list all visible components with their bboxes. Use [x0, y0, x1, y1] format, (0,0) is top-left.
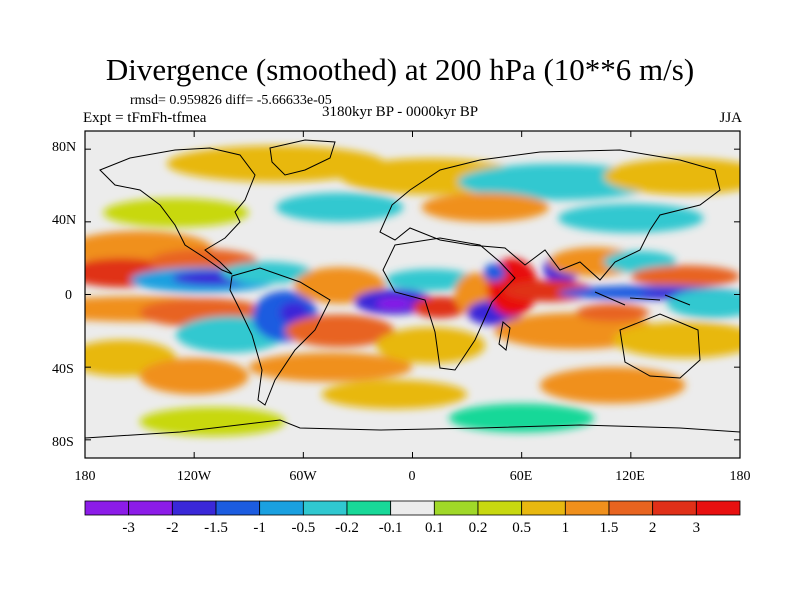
field-region-3	[603, 158, 740, 195]
coast-indonesia	[594, 291, 691, 306]
colorbar-swatch	[84, 500, 130, 516]
coast-africa	[382, 237, 516, 371]
y-tick-label-80n: 80N	[52, 140, 77, 155]
field-region-36	[630, 265, 740, 288]
colorbar-swatch	[564, 500, 610, 516]
field-region-45	[539, 367, 686, 404]
colorbar-label: 0.2	[468, 520, 488, 536]
field-region-4	[103, 198, 249, 228]
colorbar-swatch	[346, 500, 392, 516]
field-region-31	[483, 263, 506, 282]
field-region-46	[321, 379, 468, 409]
field-region-22	[285, 314, 395, 348]
colorbar-label: -1	[253, 520, 266, 536]
coast-north-america	[99, 147, 256, 275]
colorbar-swatch	[521, 500, 566, 516]
x-tick-label-180w: 180	[74, 469, 96, 484]
field-region-39	[667, 289, 740, 319]
field-region-24	[376, 327, 486, 364]
colorbar-swatch	[652, 500, 697, 516]
coast-greenland	[269, 139, 336, 176]
colorbar-swatch	[433, 500, 479, 516]
colorbar-label: 1	[561, 520, 570, 536]
colorbar-swatch	[608, 500, 654, 516]
field-region-21	[376, 298, 413, 310]
field-region-7	[558, 203, 704, 233]
x-tick-label-60w: 60W	[289, 469, 317, 484]
colorbar-label: 0.1	[424, 520, 444, 536]
y-tick-label-40s: 40S	[52, 362, 74, 377]
colorbar-swatch	[128, 500, 173, 516]
colorbar	[84, 500, 741, 516]
colorbar-label: 0.5	[512, 520, 532, 536]
colorbar-label: 3	[692, 520, 701, 536]
y-tick-label-0: 0	[65, 288, 72, 303]
colorbar-label: -1.5	[204, 520, 228, 536]
rmsd-stats: rmsd= 0.959826 diff= -5.66633e-05	[130, 93, 332, 108]
colorbar-swatch	[477, 500, 523, 516]
colorbar-label: -3	[122, 520, 135, 536]
coast-madagascar	[498, 321, 511, 351]
coast-south-america	[229, 267, 331, 406]
colorbar-label: -0.2	[335, 520, 359, 536]
field-region-5	[276, 192, 404, 222]
colorbar-label: 2	[648, 520, 657, 536]
field-region-6	[421, 192, 549, 222]
coastlines	[85, 139, 740, 439]
colorbar-swatch	[215, 500, 261, 516]
field-region-42	[612, 321, 740, 359]
x-tick-label-60e: 60E	[509, 469, 533, 484]
divergence-field	[85, 131, 740, 458]
colorbar-label: -0.1	[378, 520, 403, 536]
coast-eurasia	[379, 149, 721, 281]
axis-ticks	[84, 131, 741, 458]
colorbar-swatch	[259, 500, 304, 516]
period-label: 3180kyr BP - 0000kyr BP	[321, 104, 479, 120]
coast-australia	[619, 313, 701, 379]
colorbar-swatch	[171, 500, 217, 516]
colorbar-swatch	[695, 500, 741, 516]
x-tick-label-0: 0	[408, 469, 416, 484]
field-region-23	[248, 352, 413, 382]
y-tick-label-40n: 40N	[52, 213, 77, 228]
map-title: Divergence (smoothed) at 200 hPa (10**6 …	[105, 52, 695, 87]
colorbar-swatch	[390, 500, 435, 516]
experiment-label: Expt = tFmFh-tfmea	[83, 110, 207, 126]
field-region-26	[412, 296, 468, 319]
x-tick-label-180e: 180	[729, 469, 751, 484]
x-tick-label-120w: 120W	[176, 469, 212, 484]
colorbar-label: -0.5	[291, 520, 316, 536]
colorbar-label: 1.5	[599, 520, 619, 536]
field-region-44	[139, 358, 249, 395]
season-label: JJA	[719, 110, 742, 126]
field-region-41	[576, 303, 650, 322]
colorbar-label: -2	[166, 520, 179, 536]
colorbar-swatch	[302, 500, 348, 516]
field-region-25	[385, 269, 477, 291]
coast-antarctica	[85, 419, 740, 439]
y-tick-label-80s: 80S	[52, 435, 74, 450]
x-tick-label-120e: 120E	[615, 469, 645, 484]
field-region-47	[139, 407, 286, 437]
field-region-18	[279, 301, 309, 324]
